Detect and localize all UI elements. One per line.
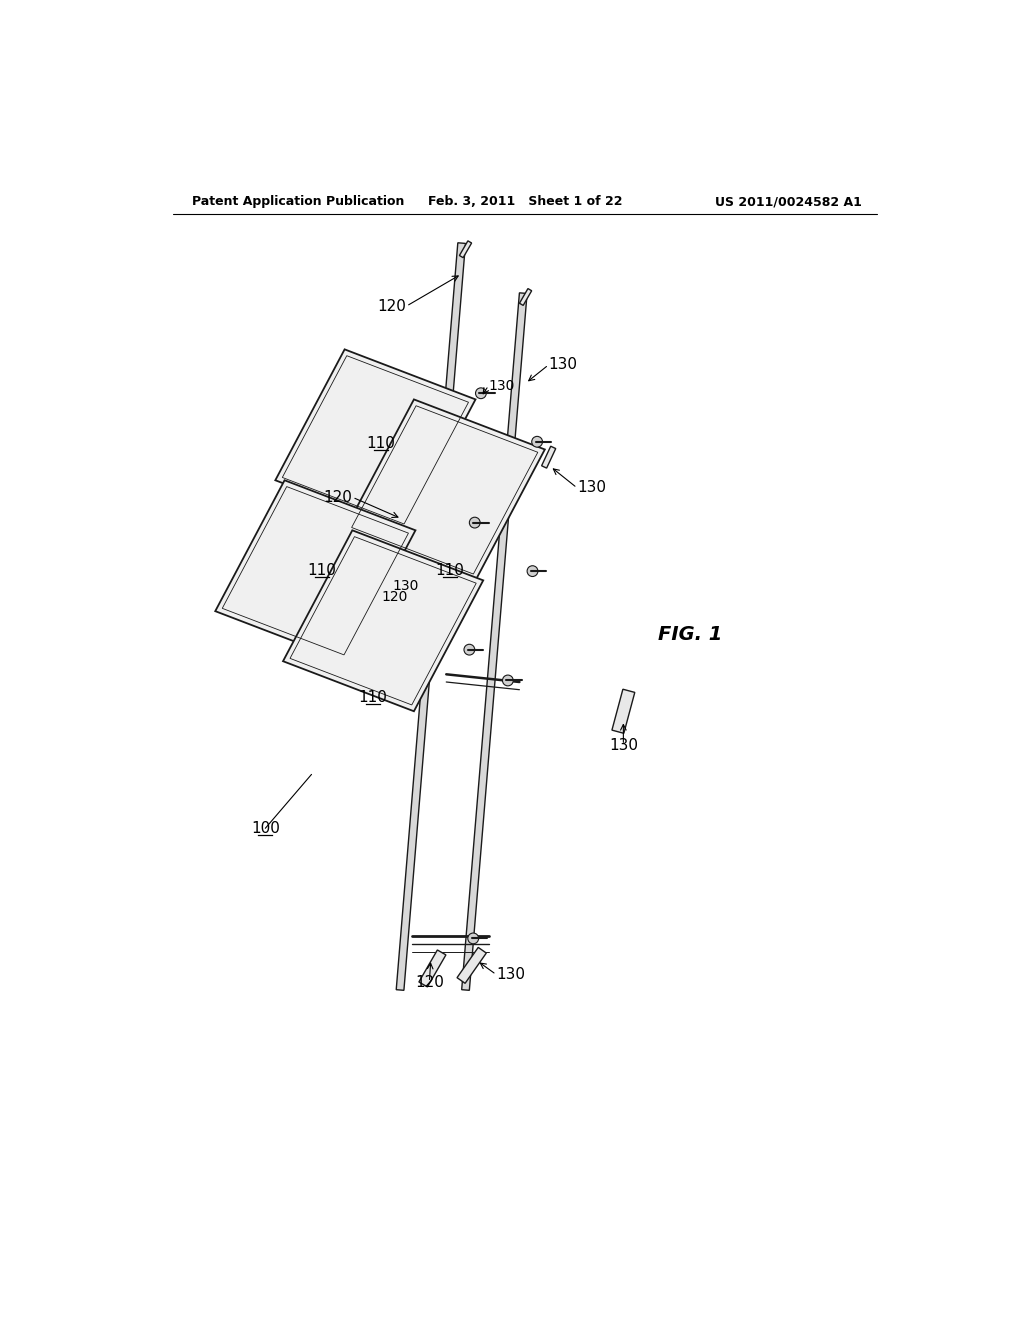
Polygon shape (612, 689, 635, 734)
Text: 130: 130 (609, 738, 638, 752)
Circle shape (468, 933, 478, 944)
Polygon shape (542, 446, 556, 469)
Text: 100: 100 (251, 821, 280, 836)
Text: FIG. 1: FIG. 1 (658, 624, 722, 644)
Text: 110: 110 (307, 562, 336, 578)
Text: Patent Application Publication: Patent Application Publication (193, 195, 404, 209)
Text: 110: 110 (367, 436, 395, 451)
Text: US 2011/0024582 A1: US 2011/0024582 A1 (715, 195, 862, 209)
Text: 120: 120 (382, 590, 408, 605)
Text: 130: 130 (488, 379, 515, 392)
Text: 130: 130 (549, 358, 578, 372)
Text: 130: 130 (392, 578, 419, 593)
Text: 110: 110 (358, 690, 387, 705)
Text: 110: 110 (435, 562, 465, 578)
Circle shape (527, 566, 538, 577)
Text: Feb. 3, 2011   Sheet 1 of 22: Feb. 3, 2011 Sheet 1 of 22 (428, 195, 622, 209)
Text: 130: 130 (497, 968, 525, 982)
Polygon shape (462, 293, 527, 990)
Polygon shape (419, 950, 445, 987)
Polygon shape (283, 531, 483, 711)
Circle shape (475, 388, 486, 399)
Text: 120: 120 (324, 490, 352, 504)
Circle shape (503, 675, 513, 686)
Text: 130: 130 (578, 480, 606, 495)
Polygon shape (519, 289, 531, 305)
Polygon shape (275, 350, 475, 531)
Polygon shape (345, 400, 545, 581)
Text: 120: 120 (378, 298, 407, 314)
Circle shape (464, 644, 475, 655)
Circle shape (469, 517, 480, 528)
Polygon shape (460, 240, 472, 257)
Polygon shape (396, 243, 466, 990)
Polygon shape (457, 948, 486, 983)
Text: 120: 120 (415, 974, 443, 990)
Polygon shape (215, 480, 416, 661)
Circle shape (531, 437, 543, 447)
